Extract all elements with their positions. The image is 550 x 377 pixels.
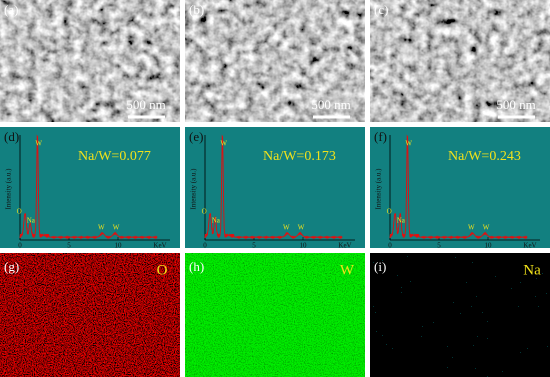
x-unit: KeV xyxy=(338,242,351,250)
peak-label: W xyxy=(483,224,490,232)
peak-label: Na xyxy=(212,217,221,225)
element-map xyxy=(0,253,180,377)
x-tick-label: 10 xyxy=(485,242,493,250)
peak-label: O xyxy=(17,208,22,216)
y-axis-label: Intensity (a.u.) xyxy=(190,168,198,210)
x-unit: KeV xyxy=(523,242,536,250)
sem-image xyxy=(185,0,365,122)
peak-label: W xyxy=(468,224,475,232)
x-tick-label: 0 xyxy=(388,242,392,250)
spectrum-panel xyxy=(185,127,365,248)
peak-label: Na xyxy=(397,217,406,225)
x-tick-label: 5 xyxy=(67,242,71,250)
x-unit: KeV xyxy=(153,242,166,250)
peak-label: W xyxy=(220,140,227,148)
peak-label: W xyxy=(283,224,290,232)
spectrum-line xyxy=(204,134,343,240)
peak-label: O xyxy=(387,208,392,216)
element-label: O xyxy=(157,262,168,278)
sem-image xyxy=(370,0,550,122)
peak-label: W xyxy=(35,140,42,148)
peak-label: W xyxy=(405,140,412,148)
element-label: W xyxy=(340,262,355,278)
x-tick-label: 10 xyxy=(115,242,123,250)
x-tick-label: 5 xyxy=(437,242,441,250)
x-tick-label: 0 xyxy=(18,242,22,250)
panel-label: (g) xyxy=(4,259,19,274)
panel-label: (d) xyxy=(4,129,19,144)
peak-label: W xyxy=(113,224,120,232)
sem-image xyxy=(0,0,180,122)
spectrum-panel xyxy=(370,127,550,248)
ratio-label: Na/W=0.077 xyxy=(78,149,151,164)
spectrum-panel xyxy=(0,127,180,248)
x-tick-label: 10 xyxy=(300,242,308,250)
y-axis-label: Intensity (a.u.) xyxy=(375,168,383,210)
scale-bar-label: 500 nm xyxy=(496,97,535,112)
ratio-label: Na/W=0.243 xyxy=(448,149,521,164)
panel-label: (a) xyxy=(4,2,18,17)
peak-label: W xyxy=(98,224,105,232)
panel-label: (b) xyxy=(189,2,204,17)
ratio-label: Na/W=0.173 xyxy=(263,149,336,164)
spectrum-line xyxy=(389,134,528,240)
scale-bar-label: 500 nm xyxy=(311,97,350,112)
peak-label: W xyxy=(298,224,305,232)
spectrum-line xyxy=(19,134,158,240)
element-label: Na xyxy=(523,262,541,278)
element-map xyxy=(370,253,550,377)
scale-bar-label: 500 nm xyxy=(126,97,165,112)
panel-label: (h) xyxy=(189,259,204,274)
x-tick-label: 5 xyxy=(252,242,256,250)
panel-label: (f) xyxy=(374,129,387,144)
panel-label: (i) xyxy=(374,259,386,274)
y-axis-label: Intensity (a.u.) xyxy=(5,168,13,210)
panel-label: (c) xyxy=(374,2,388,17)
peak-label: Na xyxy=(27,217,36,225)
panel-label: (e) xyxy=(189,129,203,144)
x-tick-label: 0 xyxy=(203,242,207,250)
element-map xyxy=(185,253,365,377)
peak-label: O xyxy=(202,208,207,216)
